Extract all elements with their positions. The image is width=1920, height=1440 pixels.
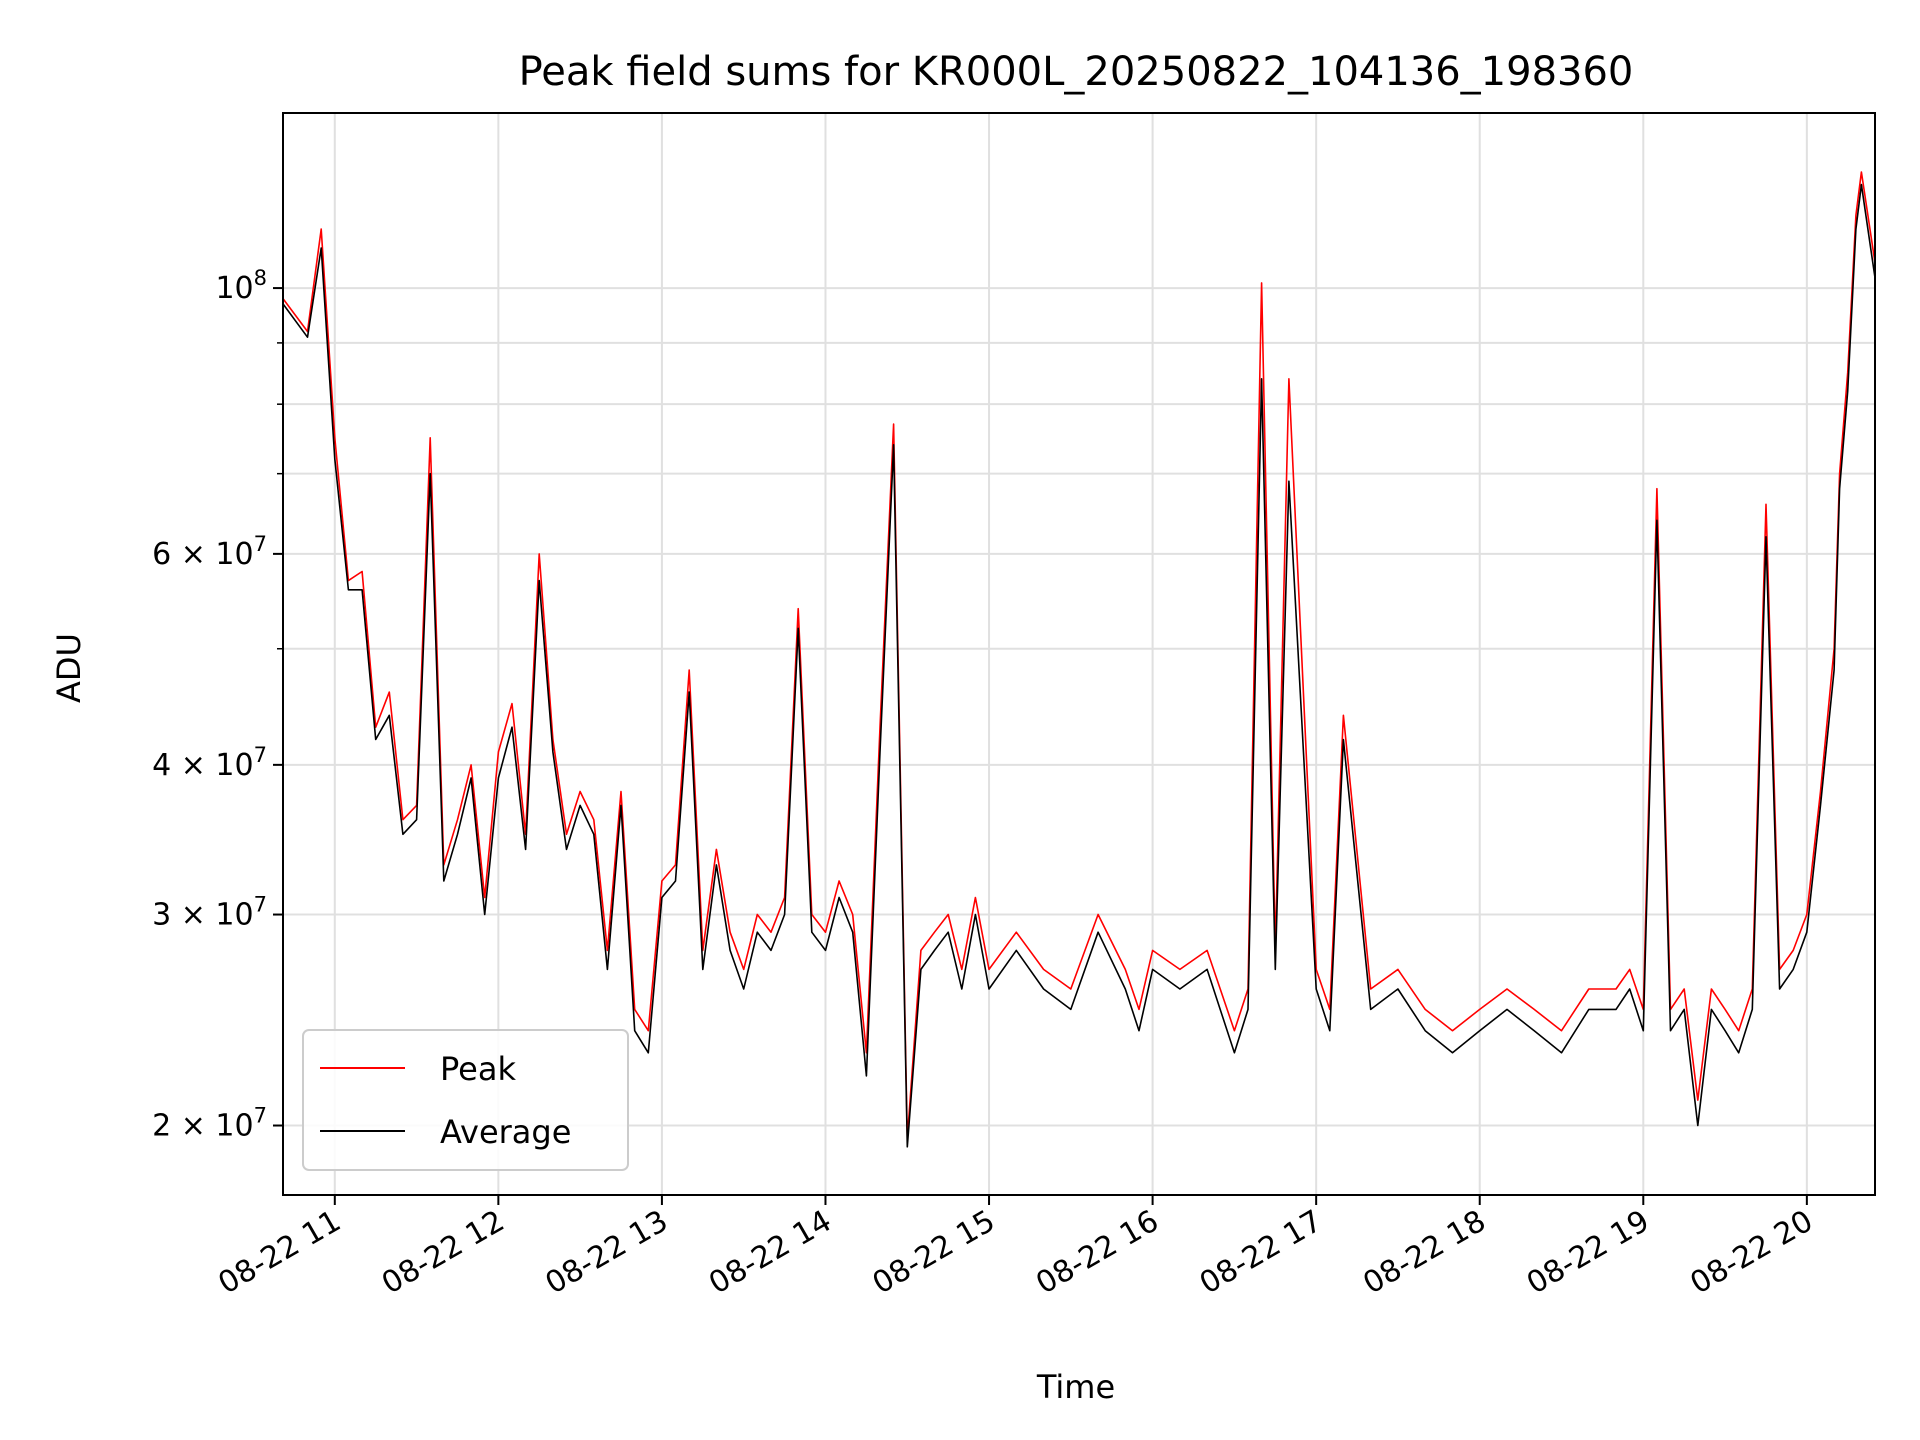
legend-label-average: Average	[440, 1113, 571, 1151]
y-tick-label: 108	[215, 266, 267, 306]
plot-frame	[282, 112, 1876, 1196]
y-tick-label: 4 × 107	[152, 743, 267, 783]
y-tick-label: 3 × 107	[152, 893, 267, 933]
chart-title: Peak field sums for KR000L_20250822_1041…	[519, 49, 1634, 95]
series-line-average	[283, 183, 1875, 1148]
series-layer	[283, 171, 1875, 1148]
y-axis: 2 × 107 3 × 107 4 × 107 6 × 107 108	[152, 266, 283, 1144]
legend: Peak Average	[302, 1029, 629, 1171]
y-tick-label: 2 × 107	[152, 1104, 267, 1144]
y-tick-label: 6 × 107	[152, 532, 267, 572]
series-line-peak	[283, 171, 1875, 1140]
x-axis-label: Time	[1036, 1368, 1115, 1406]
y-axis-label: ADU	[50, 633, 88, 703]
legend-box	[302, 1029, 629, 1171]
legend-label-peak: Peak	[440, 1050, 516, 1088]
grid	[283, 113, 1875, 1195]
